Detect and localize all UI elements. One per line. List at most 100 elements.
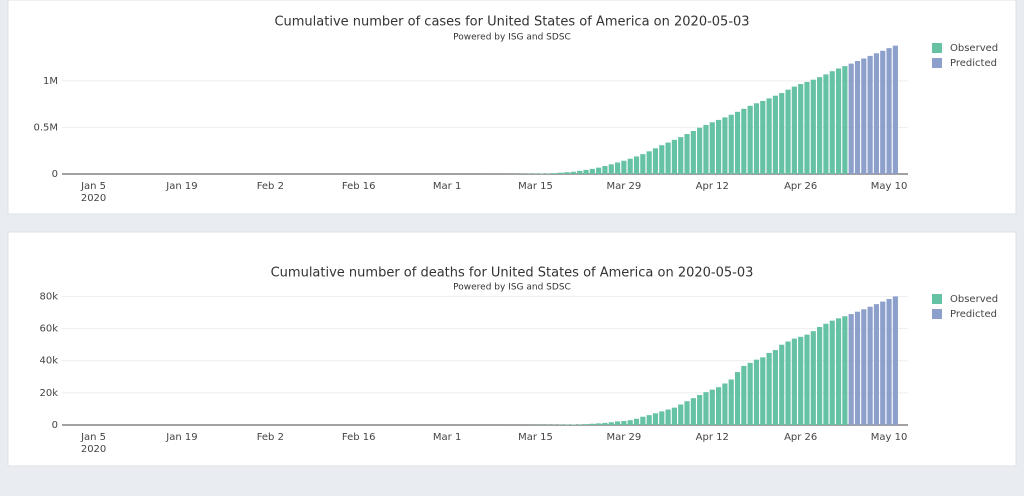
y-tick-label: 80k: [39, 291, 58, 302]
bar: [854, 61, 861, 174]
y-tick-label: 0: [52, 169, 58, 180]
bar: [627, 158, 633, 174]
bar: [747, 105, 753, 174]
bar: [873, 53, 880, 174]
bar: [652, 148, 659, 174]
bar: [753, 359, 760, 425]
chart-subtitle: Powered by ISG and SDSC: [453, 283, 571, 293]
bar: [596, 423, 602, 425]
x-year-label: 2020: [81, 444, 106, 455]
x-tick-label: Apr 12: [696, 432, 729, 443]
bar: [867, 55, 873, 174]
bar: [886, 48, 892, 174]
bar: [671, 139, 677, 174]
bar: [854, 311, 861, 425]
legend-swatch: [932, 58, 942, 68]
bar: [861, 58, 867, 174]
bar: [791, 338, 797, 425]
bar: [835, 68, 842, 174]
chart-title: Cumulative number of deaths for United S…: [271, 266, 754, 281]
x-tick-label: Feb 2: [257, 432, 284, 443]
bar: [589, 168, 595, 174]
bar: [671, 407, 677, 425]
bar: [892, 296, 898, 425]
bar: [596, 167, 602, 174]
bar: [665, 142, 671, 174]
bar: [892, 45, 898, 175]
bar: [741, 365, 747, 425]
bar: [766, 98, 772, 174]
bar: [867, 306, 873, 425]
bar: [791, 86, 797, 174]
bar: [798, 336, 804, 425]
bar: [848, 314, 854, 425]
bar: [835, 318, 842, 425]
bar: [583, 424, 589, 425]
x-tick-label: Jan 5: [80, 181, 106, 192]
card: [7, 0, 1017, 215]
bar: [741, 108, 747, 174]
bar: [665, 409, 671, 425]
bar: [614, 421, 621, 425]
bar: [804, 334, 810, 425]
x-year-label: 2020: [81, 193, 106, 204]
x-tick-label: Mar 15: [518, 181, 553, 192]
bar: [861, 309, 867, 425]
bar: [621, 160, 627, 174]
bar: [684, 401, 690, 425]
bar: [817, 327, 823, 425]
legend-swatch: [932, 294, 942, 304]
bar: [760, 100, 766, 174]
bar: [678, 404, 684, 425]
bar: [873, 304, 880, 425]
legend-label: Predicted: [950, 309, 997, 320]
bar: [602, 422, 608, 425]
bar: [545, 173, 551, 174]
bar: [577, 170, 583, 174]
x-tick-label: May 10: [871, 181, 908, 192]
legend-label: Observed: [950, 294, 998, 305]
bar: [577, 424, 583, 425]
bar: [779, 344, 785, 425]
x-tick-label: Jan 5: [80, 432, 106, 443]
legend-label: Predicted: [950, 58, 997, 69]
bar: [633, 156, 640, 174]
bar: [602, 166, 608, 174]
legend-swatch: [932, 43, 942, 53]
bar: [880, 301, 886, 425]
bar: [753, 103, 760, 174]
bar: [785, 341, 791, 425]
bar: [823, 74, 829, 174]
bar: [772, 95, 779, 174]
bar: [583, 169, 589, 174]
bar: [886, 299, 892, 425]
chart-subtitle: Powered by ISG and SDSC: [453, 33, 571, 43]
bar: [728, 379, 734, 425]
x-tick-label: Jan 19: [165, 432, 197, 443]
bar: [804, 81, 810, 174]
bar: [810, 79, 816, 174]
bar: [722, 117, 728, 174]
bar: [848, 63, 854, 174]
bar: [734, 111, 741, 174]
bar: [690, 398, 696, 425]
bar: [703, 392, 709, 425]
bar: [760, 357, 766, 425]
bar: [570, 171, 576, 174]
bar: [772, 350, 779, 425]
bar: [798, 84, 804, 174]
bar: [766, 352, 772, 425]
bar: [690, 131, 696, 174]
bar: [785, 89, 791, 174]
bar: [823, 323, 829, 425]
x-tick-label: Mar 29: [607, 432, 642, 443]
bar: [640, 154, 646, 174]
chart-title: Cumulative number of cases for United St…: [274, 15, 749, 30]
y-tick-label: 1M: [43, 76, 58, 87]
bar: [621, 421, 627, 425]
bar: [697, 395, 703, 425]
bar: [842, 316, 848, 425]
x-tick-label: Feb 16: [342, 181, 376, 192]
card: [7, 231, 1017, 467]
bar: [703, 124, 709, 174]
